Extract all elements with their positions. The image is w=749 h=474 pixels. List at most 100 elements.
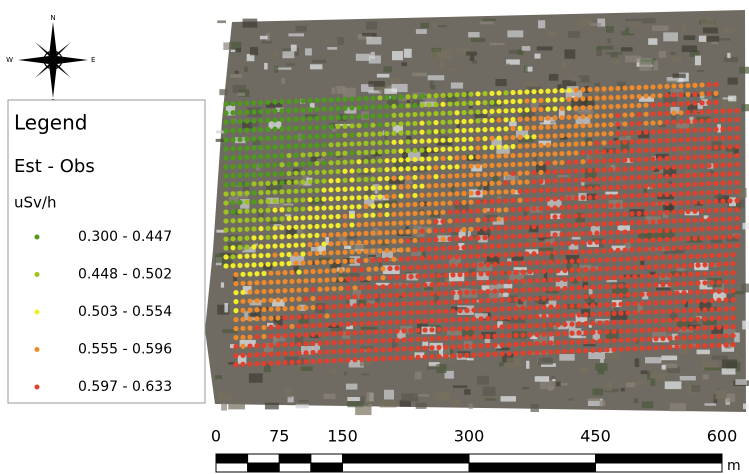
- survey-point: [664, 111, 669, 116]
- survey-point: [678, 236, 683, 241]
- survey-point: [611, 320, 616, 325]
- survey-point: [576, 276, 581, 281]
- survey-point: [646, 282, 651, 287]
- survey-point: [307, 170, 312, 175]
- survey-point: [300, 179, 305, 184]
- survey-point: [363, 258, 368, 263]
- survey-point: [401, 292, 406, 297]
- image-texture: [622, 33, 634, 35]
- survey-point: [671, 173, 676, 178]
- image-texture: [670, 403, 686, 411]
- survey-point: [615, 95, 620, 100]
- image-texture: [218, 393, 232, 401]
- survey-point: [611, 266, 616, 271]
- survey-point: [282, 342, 287, 347]
- survey-point: [289, 360, 294, 365]
- survey-point: [265, 154, 270, 159]
- survey-point: [282, 360, 287, 365]
- survey-point: [314, 224, 319, 229]
- survey-point: [618, 329, 623, 334]
- survey-point: [503, 171, 508, 176]
- survey-point: [664, 237, 669, 242]
- image-texture: [742, 321, 749, 330]
- survey-point: [244, 182, 249, 187]
- survey-point: [573, 168, 578, 173]
- survey-point: [520, 342, 525, 347]
- survey-point: [496, 216, 501, 221]
- survey-point: [363, 168, 368, 173]
- survey-point: [328, 151, 333, 156]
- image-texture: [299, 400, 309, 402]
- survey-point: [671, 200, 676, 205]
- survey-point: [300, 116, 305, 121]
- survey-point: [587, 177, 592, 182]
- image-texture: [355, 406, 371, 415]
- survey-point: [314, 98, 319, 103]
- survey-point: [268, 280, 273, 285]
- survey-point: [370, 168, 375, 173]
- survey-point: [366, 294, 371, 299]
- survey-point: [384, 221, 389, 226]
- survey-point: [454, 101, 459, 106]
- survey-point: [699, 163, 704, 168]
- survey-point: [660, 336, 665, 341]
- survey-point: [251, 172, 256, 177]
- legend-label: 0.503 - 0.554: [78, 304, 172, 320]
- survey-point: [671, 128, 676, 133]
- survey-point: [401, 346, 406, 351]
- survey-point: [412, 157, 417, 162]
- survey-point: [552, 232, 557, 237]
- survey-point: [352, 276, 357, 281]
- survey-point: [303, 296, 308, 301]
- survey-point: [597, 293, 602, 298]
- survey-point: [650, 210, 655, 215]
- survey-point: [363, 231, 368, 236]
- survey-point: [433, 201, 438, 206]
- survey-point: [433, 174, 438, 179]
- survey-point: [268, 271, 273, 276]
- image-texture: [663, 32, 678, 41]
- image-texture: [559, 354, 574, 361]
- survey-point: [699, 190, 704, 195]
- image-texture: [568, 398, 574, 400]
- survey-point: [254, 325, 259, 330]
- survey-point: [307, 260, 312, 265]
- survey-point: [566, 160, 571, 165]
- survey-point: [401, 310, 406, 315]
- survey-point: [685, 191, 690, 196]
- survey-point: [317, 323, 322, 328]
- image-texture: [699, 36, 707, 42]
- survey-point: [713, 154, 718, 159]
- survey-point: [671, 182, 676, 187]
- survey-point: [709, 298, 714, 303]
- survey-point: [573, 177, 578, 182]
- image-texture: [361, 373, 369, 375]
- survey-point: [597, 338, 602, 343]
- survey-point: [440, 228, 445, 233]
- image-texture: [613, 59, 621, 64]
- survey-point: [349, 150, 354, 155]
- image-texture: [332, 87, 336, 93]
- survey-point: [415, 265, 420, 270]
- survey-point: [723, 297, 728, 302]
- survey-point: [359, 267, 364, 272]
- survey-point: [468, 218, 473, 223]
- image-texture: [471, 38, 485, 42]
- survey-point: [384, 149, 389, 154]
- survey-point: [671, 119, 676, 124]
- survey-point: [639, 310, 644, 315]
- survey-point: [475, 208, 480, 213]
- survey-point: [468, 227, 473, 232]
- survey-point: [730, 342, 735, 347]
- survey-point: [307, 206, 312, 211]
- survey-point: [352, 285, 357, 290]
- survey-point: [380, 284, 385, 289]
- survey-point: [709, 280, 714, 285]
- survey-point: [506, 342, 511, 347]
- survey-point: [660, 255, 665, 260]
- survey-point: [443, 345, 448, 350]
- survey-point: [632, 292, 637, 297]
- survey-point: [370, 258, 375, 263]
- image-texture: [606, 26, 614, 33]
- survey-point: [464, 290, 469, 295]
